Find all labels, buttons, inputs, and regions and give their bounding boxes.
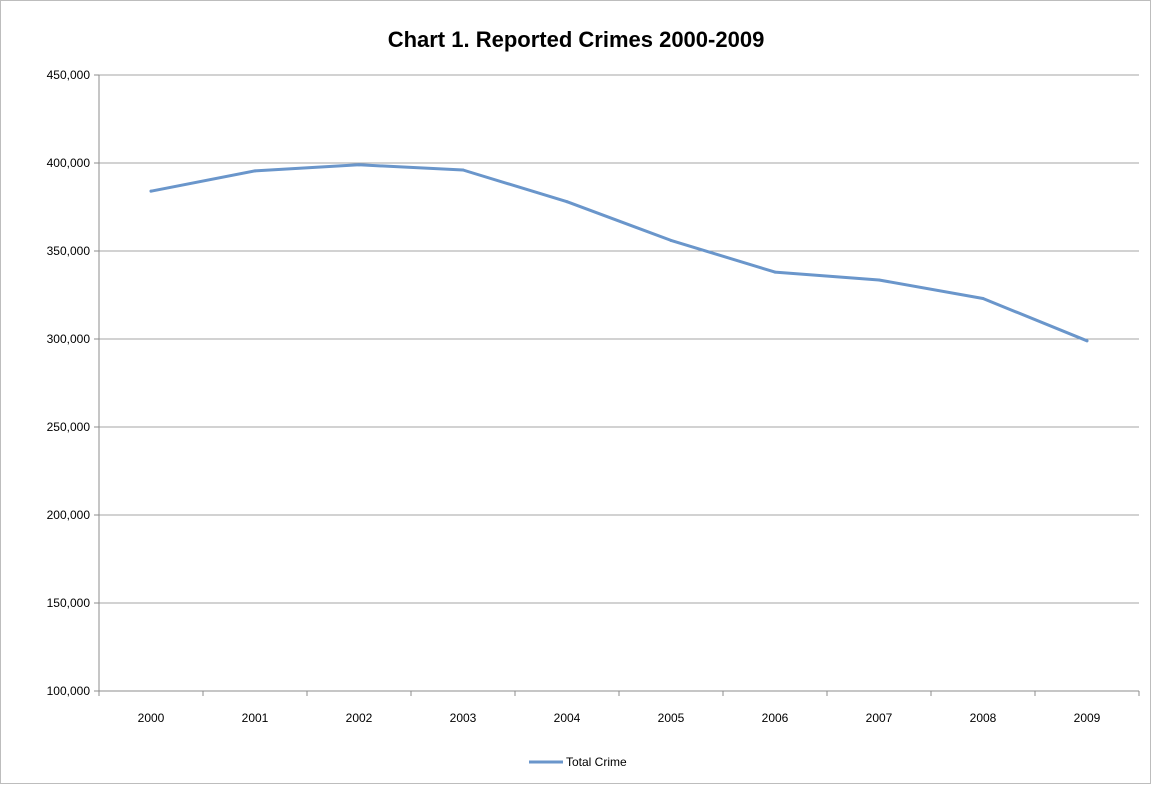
x-tick-label: 2006 bbox=[762, 711, 789, 725]
x-tick-label: 2001 bbox=[242, 711, 269, 725]
legend-label: Total Crime bbox=[566, 755, 627, 769]
x-tick-label: 2005 bbox=[658, 711, 685, 725]
y-tick-label: 150,000 bbox=[47, 596, 91, 610]
series-line-total-crime bbox=[149, 163, 1089, 343]
y-tick-label: 100,000 bbox=[47, 684, 91, 698]
x-tick-label: 2007 bbox=[866, 711, 893, 725]
x-tick-label: 2004 bbox=[554, 711, 581, 725]
data-point bbox=[253, 169, 257, 173]
data-point bbox=[981, 297, 985, 301]
x-tick-label: 2000 bbox=[138, 711, 165, 725]
y-tick-label: 450,000 bbox=[47, 68, 91, 82]
data-point bbox=[149, 189, 153, 193]
gridlines bbox=[99, 74, 1139, 604]
x-tick-label: 2008 bbox=[970, 711, 997, 725]
y-tick-label: 300,000 bbox=[47, 332, 91, 346]
chart-title: Chart 1. Reported Crimes 2000-2009 bbox=[388, 27, 765, 52]
legend: Total Crime bbox=[529, 755, 627, 769]
axes: 100,000 150,000 200,000 250,000 300,000 350,0… bbox=[47, 68, 1140, 725]
y-tick-label: 200,000 bbox=[47, 508, 91, 522]
x-tick-label: 2002 bbox=[346, 711, 373, 725]
x-tick-label: 2003 bbox=[450, 711, 477, 725]
data-point bbox=[565, 200, 569, 204]
y-tick-label: 250,000 bbox=[47, 420, 91, 434]
data-point bbox=[461, 168, 465, 172]
data-point bbox=[357, 163, 361, 167]
data-point bbox=[877, 278, 881, 282]
series-layer bbox=[149, 163, 1089, 343]
y-tick-label: 400,000 bbox=[47, 156, 91, 170]
data-point bbox=[669, 238, 673, 242]
data-point bbox=[1085, 339, 1089, 343]
data-point bbox=[773, 270, 777, 274]
y-tick-label: 350,000 bbox=[47, 244, 91, 258]
x-tick-label: 2009 bbox=[1074, 711, 1101, 725]
